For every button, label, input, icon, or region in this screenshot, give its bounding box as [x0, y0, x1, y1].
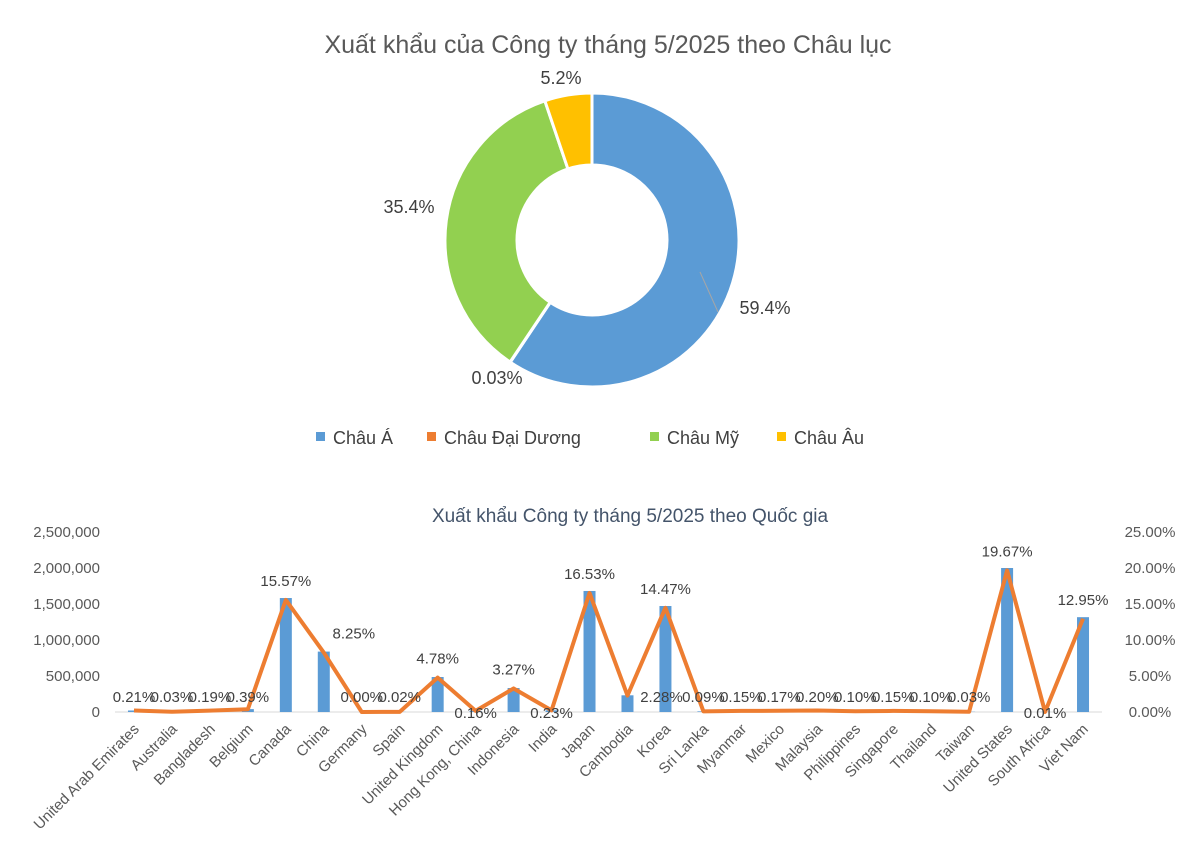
- legend-swatch: [427, 432, 436, 441]
- line-data-label: 16.53%: [564, 566, 615, 583]
- x-tick-label: Canada: [245, 720, 295, 770]
- line-data-label: 0.09%: [682, 689, 725, 706]
- donut-data-label: 35.4%: [383, 197, 434, 217]
- legend-label: Châu Á: [333, 428, 393, 448]
- legend-swatch: [777, 432, 786, 441]
- line-data-label: 0.03%: [151, 689, 194, 706]
- legend-swatch: [316, 432, 325, 441]
- line-data-label: 0.19%: [189, 689, 232, 706]
- line-data-label: 0.01%: [1024, 705, 1067, 722]
- y-tick-label: 1,000,000: [33, 632, 100, 649]
- bar-line-chart: 0 500,000 1,000,000 1,500,000 2,000,000 2,500…: [31, 524, 1176, 833]
- line-data-label: 3.27%: [492, 661, 535, 678]
- line-data-label: 0.21%: [113, 689, 156, 706]
- y2-tick-label: 20.00%: [1125, 560, 1176, 577]
- y-tick-label: 500,000: [46, 668, 100, 685]
- legend-label: Châu Âu: [794, 428, 864, 448]
- legend-swatch: [650, 432, 659, 441]
- donut-slice-0: [508, 91, 741, 389]
- donut-data-label: 0.03%: [471, 368, 522, 388]
- donut-data-label: 5.2%: [540, 68, 581, 88]
- line-data-label: 8.25%: [333, 626, 376, 643]
- line-data-label: 0.15%: [872, 689, 915, 706]
- line-data-label: 0.17%: [758, 689, 801, 706]
- donut-slice-2: [443, 98, 570, 365]
- bar: [583, 590, 596, 712]
- bar: [431, 677, 444, 712]
- legend-label: Châu Đại Dương: [444, 428, 581, 448]
- y2-tick-label: 25.00%: [1125, 524, 1176, 541]
- line-data-label: 0.23%: [530, 705, 573, 722]
- y-tick-label: 2,500,000: [33, 524, 100, 541]
- donut-slice-3: [542, 91, 594, 171]
- line-data-label: 0.39%: [227, 689, 270, 706]
- bar: [507, 688, 520, 712]
- donut-data-label: 59.4%: [739, 298, 790, 318]
- bar: [317, 651, 330, 712]
- bar: [1001, 568, 1014, 712]
- y-tick-label: 1,500,000: [33, 596, 100, 613]
- line-data-label: 14.47%: [640, 581, 691, 598]
- line-data-label: 0.00%: [340, 689, 383, 706]
- y2-tick-label: 15.00%: [1125, 596, 1176, 613]
- x-tick-label: India: [525, 720, 560, 755]
- line-data-label: 19.67%: [982, 543, 1033, 560]
- x-tick-label: United Arab Emirates: [31, 721, 143, 833]
- line-data-label: 0.03%: [948, 689, 991, 706]
- line-data-label: 12.95%: [1058, 592, 1109, 609]
- line-data-label: 0.10%: [910, 689, 953, 706]
- y-tick-label: 2,000,000: [33, 560, 100, 577]
- line-data-label: 0.10%: [834, 689, 877, 706]
- line-data-label: 4.78%: [416, 651, 459, 668]
- legend-label: Châu Mỹ: [667, 428, 739, 448]
- line-data-label: 0.16%: [454, 705, 497, 722]
- bar: [1077, 617, 1090, 712]
- line-data-label: 15.57%: [260, 573, 311, 590]
- bar-chart-title: Xuất khẩu Công ty tháng 5/2025 theo Quốc…: [432, 506, 829, 527]
- line-data-label: 0.20%: [796, 689, 839, 706]
- leader-line: [699, 271, 719, 313]
- donut-title: Xuất khẩu của Công ty tháng 5/2025 theo …: [324, 31, 891, 59]
- bar: [621, 695, 634, 712]
- line-data-label: 0.02%: [378, 689, 421, 706]
- line-data-label: 2.28%: [640, 689, 683, 706]
- y2-tick-label: 10.00%: [1125, 632, 1176, 649]
- y2-tick-label: 0.00%: [1129, 704, 1172, 721]
- donut-legend: Châu Á Châu Đại Dương Châu Mỹ Châu Âu: [316, 428, 864, 448]
- y-tick-label: 0: [92, 704, 100, 721]
- share-line: [133, 568, 1085, 714]
- y2-tick-label: 5.00%: [1129, 668, 1172, 685]
- line-data-label: 0.15%: [720, 689, 763, 706]
- bar: [279, 598, 292, 712]
- bar: [659, 606, 672, 712]
- donut-chart: 59.4% 0.03% 35.4% 5.2%: [383, 68, 791, 389]
